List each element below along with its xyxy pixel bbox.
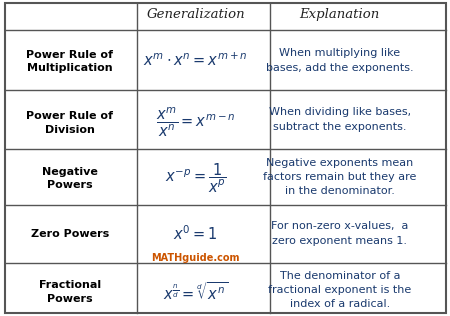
Text: Multiplication: Multiplication [27,63,112,73]
Text: Explanation: Explanation [300,8,380,21]
FancyBboxPatch shape [4,3,446,313]
Text: $x^0 = 1$: $x^0 = 1$ [173,224,218,243]
Text: When multiplying like
bases, add the exponents.: When multiplying like bases, add the exp… [266,48,414,73]
Text: Division: Division [45,125,94,135]
Text: Powers: Powers [47,180,93,190]
Text: Fractional: Fractional [39,280,101,290]
Text: MATHguide.com: MATHguide.com [152,252,240,263]
Text: Power Rule of: Power Rule of [26,111,113,121]
Text: For non-zero x-values,  a
zero exponent means 1.: For non-zero x-values, a zero exponent m… [271,222,409,246]
Text: $x^{\frac{n}{d}} = \sqrt[d]{x^n}$: $x^{\frac{n}{d}} = \sqrt[d]{x^n}$ [163,281,228,303]
Text: $x^{-p} = \dfrac{1}{x^p}$: $x^{-p} = \dfrac{1}{x^p}$ [165,162,226,195]
Text: Power Rule of: Power Rule of [26,50,113,60]
Text: Zero Powers: Zero Powers [31,229,109,239]
Text: Powers: Powers [47,294,93,304]
Text: Negative exponents mean
factors remain but they are
in the denominator.: Negative exponents mean factors remain b… [263,158,416,196]
Text: Negative: Negative [42,167,98,177]
Text: $x^m \cdot x^n = x^{m+n}$: $x^m \cdot x^n = x^{m+n}$ [144,52,248,69]
Text: When dividing like bases,
subtract the exponents.: When dividing like bases, subtract the e… [269,107,411,132]
Text: The denominator of a
fractional exponent is the
index of a radical.: The denominator of a fractional exponent… [268,271,411,309]
Text: $\dfrac{x^m}{x^n} = x^{m-n}$: $\dfrac{x^m}{x^n} = x^{m-n}$ [156,106,236,139]
Text: Generalization: Generalization [146,8,245,21]
